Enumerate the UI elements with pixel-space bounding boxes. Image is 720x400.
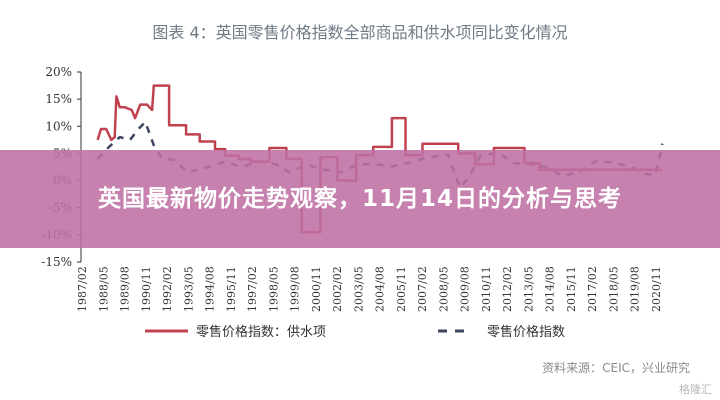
chart-title: 图表 4：英国零售价格指数全部商品和供水项同比变化情况	[152, 23, 567, 42]
x-tick-label: 2010/11	[480, 266, 493, 312]
x-tick-label: 2007/02	[416, 266, 429, 312]
x-tick-label: 2004/08	[374, 266, 387, 312]
x-tick-label: 2003/05	[352, 266, 365, 312]
watermark: 格隆汇	[679, 382, 712, 396]
y-tick-label: 20%	[45, 65, 72, 79]
headline-banner: 英国最新物价走势观察，11月14日的分析与思考	[0, 150, 720, 248]
x-tick-label: 2019/08	[629, 266, 642, 312]
x-tick-label: 2014/08	[544, 266, 557, 312]
x-tick-label: 2013/05	[522, 266, 535, 312]
y-tick-label: -15%	[41, 255, 72, 269]
x-tick-label: 1993/05	[182, 266, 195, 312]
x-tick-label: 1997/02	[246, 266, 259, 312]
x-tick-label: 2017/02	[586, 266, 599, 312]
x-tick-label: 2015/11	[565, 266, 578, 312]
x-tick-label: 2020/11	[650, 266, 663, 312]
x-tick-label: 1988/05	[97, 266, 110, 312]
x-tick-label: 2008/05	[437, 266, 450, 312]
x-tick-label: 1990/11	[140, 266, 153, 312]
legend-label-water: 零售价格指数：供水项	[196, 324, 326, 340]
headline-title: 英国最新物价走势观察，11月14日的分析与思考	[97, 186, 622, 212]
x-tick-label: 1998/05	[267, 266, 280, 312]
x-tick-label: 1987/02	[76, 266, 89, 312]
x-tick-label: 2012/02	[501, 266, 514, 312]
x-tick-label: 1989/08	[119, 266, 132, 312]
source-note: 资料来源：CEIC，兴业研究	[542, 360, 690, 375]
x-tick-label: 2005/11	[395, 266, 408, 312]
x-tick-label: 2000/11	[310, 266, 323, 312]
x-tick-label: 1999/08	[289, 266, 302, 312]
legend: 零售价格指数：供水项 零售价格指数	[145, 324, 565, 340]
x-tick-label: 1995/11	[225, 266, 238, 312]
x-tick-label: 2009/08	[459, 266, 472, 312]
x-tick-label: 1994/08	[204, 266, 217, 312]
x-tick-label: 2018/05	[607, 266, 620, 312]
x-tick-label: 2002/02	[331, 266, 344, 312]
y-tick-label: 10%	[45, 119, 72, 133]
y-tick-label: 15%	[45, 92, 72, 106]
x-tick-label: 1992/02	[161, 266, 174, 312]
legend-label-rpi: 零售价格指数	[487, 324, 565, 340]
